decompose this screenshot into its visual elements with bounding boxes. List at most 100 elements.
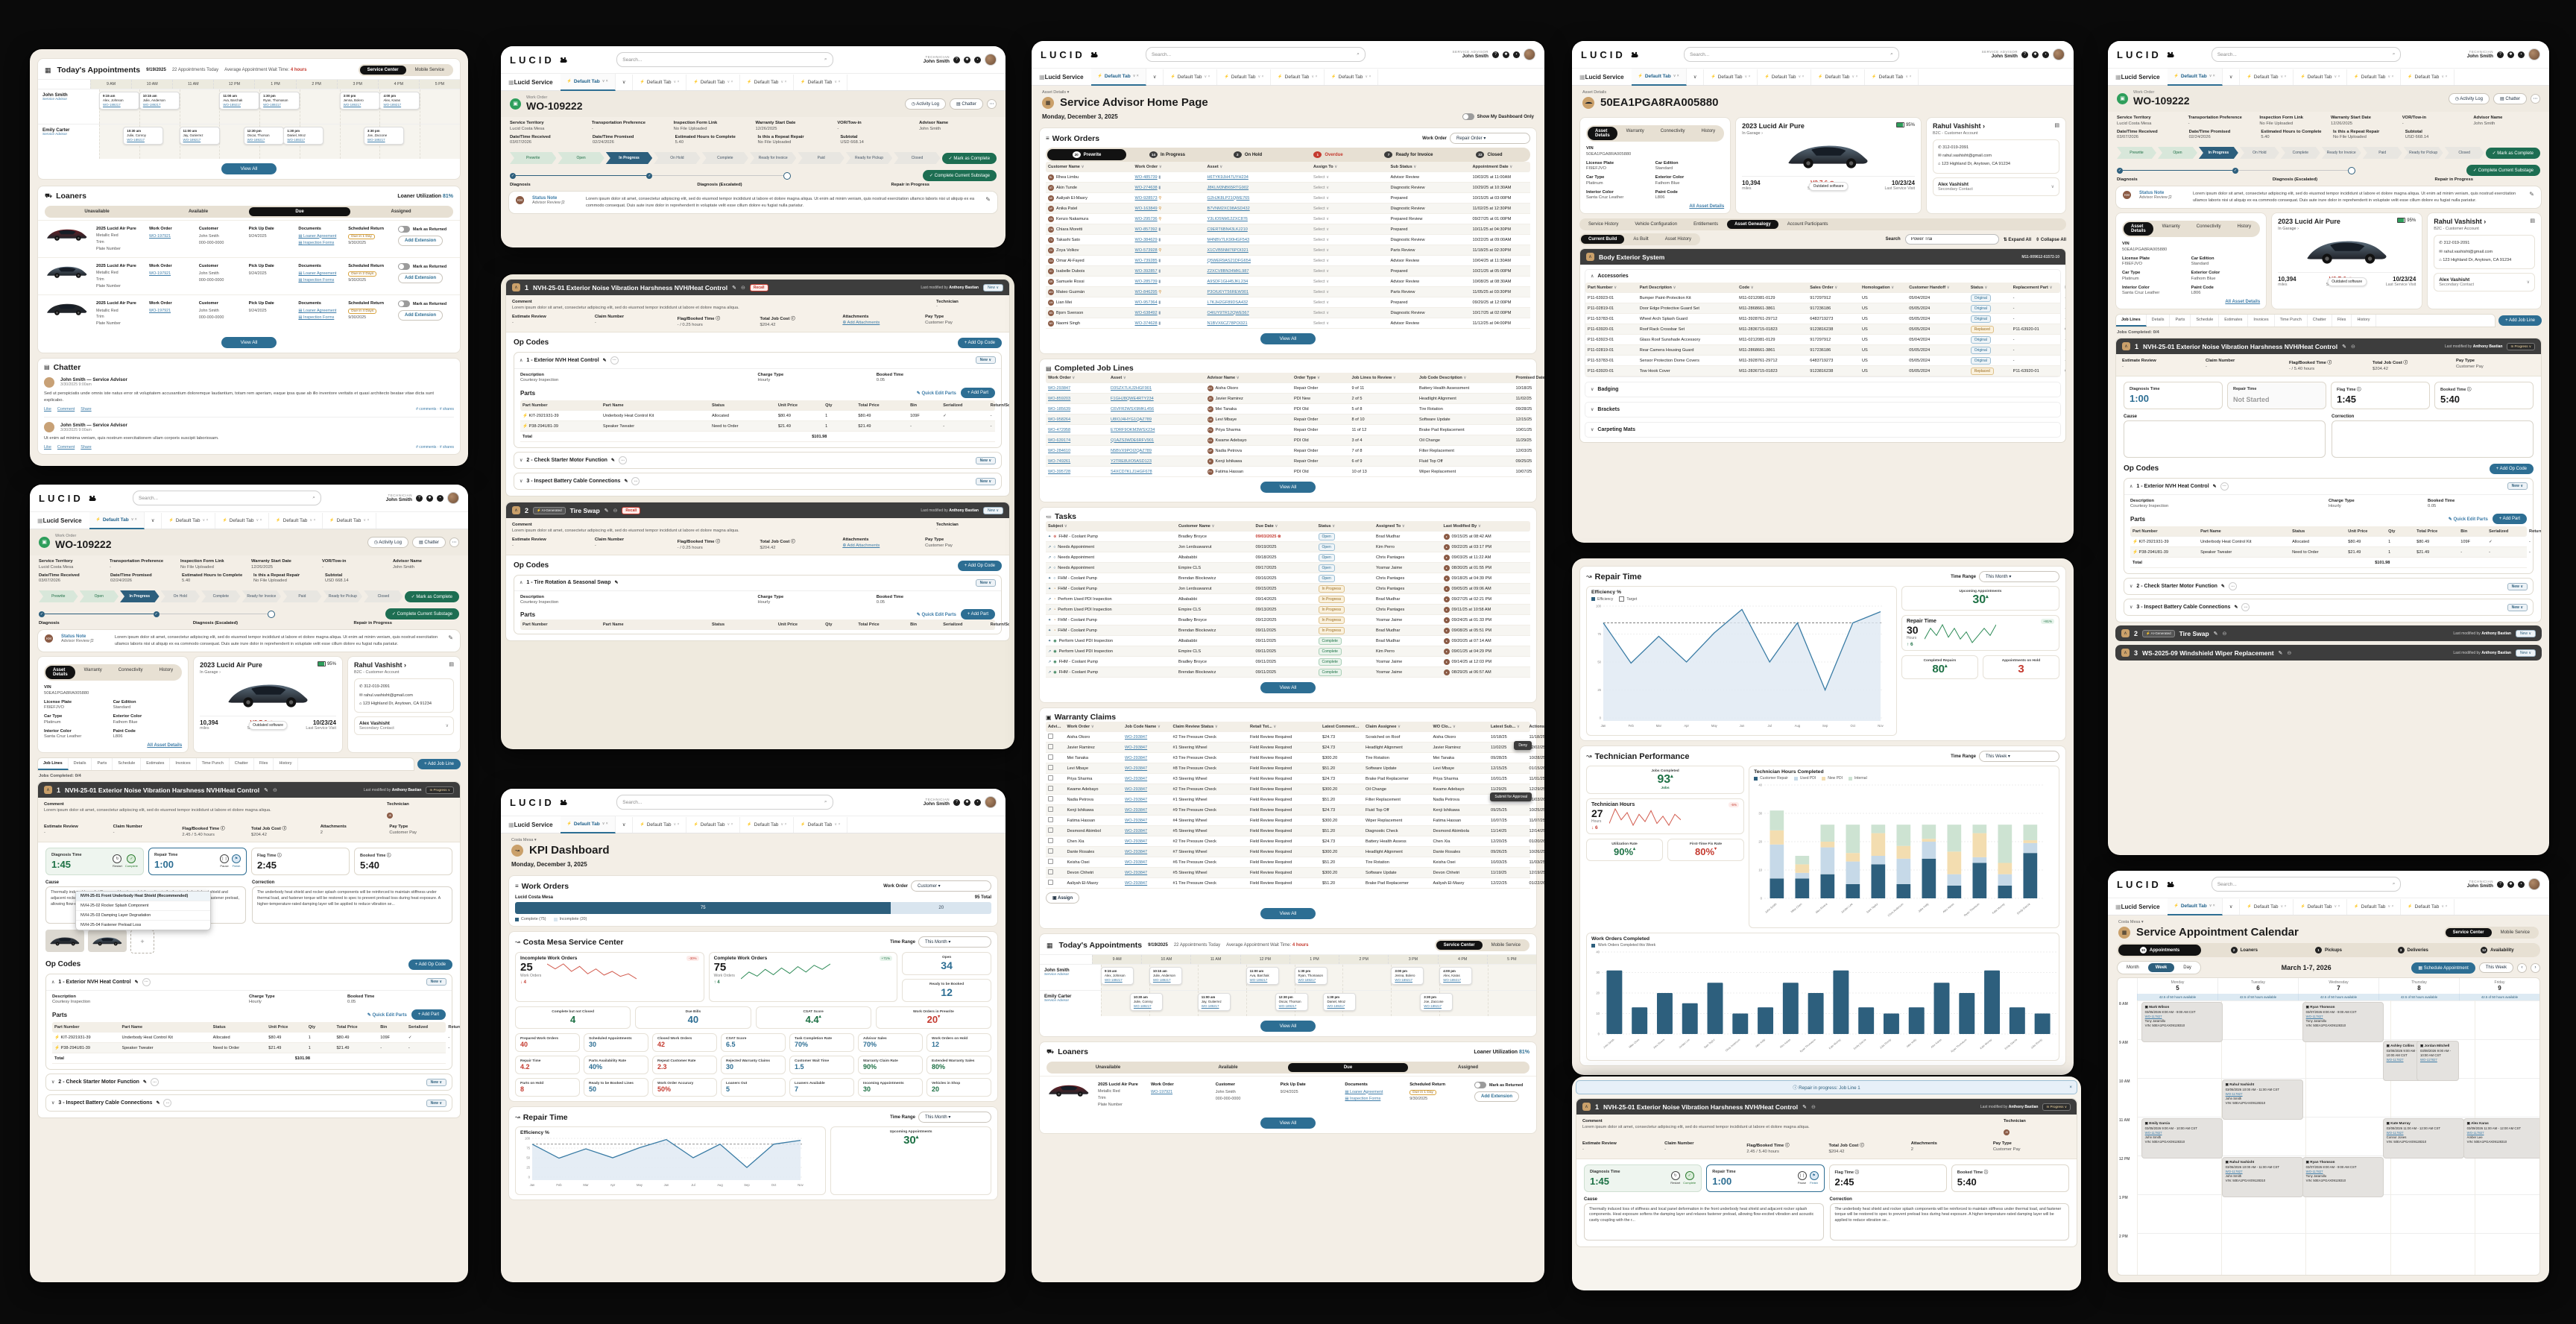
asset-tab-2[interactable]: Connectivity bbox=[2196, 224, 2221, 230]
genealogy-tab-1[interactable]: Vehicle Configuration bbox=[1635, 222, 1678, 227]
edit-icon[interactable]: ✎ bbox=[156, 1101, 160, 1106]
cell[interactable]: U8IOJ4HYG1QAZ789 bbox=[1111, 417, 1152, 422]
job-tab-2[interactable]: Parts bbox=[2170, 315, 2191, 327]
tab-default-3[interactable]: ⚡ Default Tab ∨ × bbox=[2347, 69, 2402, 85]
complete-substage-button[interactable]: ✓ Complete Current Substage bbox=[385, 608, 459, 620]
view-all-button[interactable]: View All bbox=[221, 336, 277, 348]
cell[interactable]: L7KJH2GF89DSA432 bbox=[1207, 300, 1248, 305]
tab-default-3[interactable]: ⚡ Default Tab ∨ × bbox=[740, 816, 795, 833]
this-week-button[interactable]: This Week bbox=[2478, 962, 2513, 973]
tab-default-4[interactable]: ⚡ Default Tab ∨ × bbox=[794, 816, 848, 833]
finish-button[interactable]: ⚑ Finish bbox=[232, 854, 241, 868]
gear-icon[interactable]: ✱ bbox=[2032, 51, 2039, 58]
cell[interactable]: G2HJK8LP21QWE765 bbox=[1207, 195, 1250, 201]
cell[interactable]: Select ∨ bbox=[1313, 216, 1330, 221]
edit-icon[interactable]: ✎ bbox=[602, 358, 607, 363]
tab-default-4[interactable]: ⚡ Default Tab ∨ × bbox=[1865, 69, 1919, 85]
row-checkbox[interactable] bbox=[1048, 817, 1053, 822]
appointment-chip[interactable]: 10:15 am Julie, Anderson WO-189217 bbox=[1149, 967, 1182, 986]
remove-icon[interactable]: ⊖ bbox=[613, 508, 618, 514]
row-checkbox[interactable] bbox=[1048, 765, 1053, 770]
cell[interactable]: C9ERT6BN43LKJ210 bbox=[1207, 227, 1248, 232]
repair-banner[interactable]: ⓘ Repair in progress: Job Line 1 × bbox=[1576, 1080, 2077, 1094]
global-search-input[interactable]: Search... ⌕ bbox=[2211, 47, 2402, 62]
stage-ready-for-invoice[interactable]: Ready for Invoice bbox=[242, 590, 282, 602]
app-launcher-icon[interactable]: ▦ bbox=[508, 821, 514, 828]
tab-default-1[interactable]: ⚡ Default Tab ∨ × bbox=[1164, 69, 1218, 85]
tab-default-2[interactable]: ⚡ Default Tab ∨ × bbox=[686, 816, 741, 833]
tab-default-1[interactable]: ⚡ Default Tab ∨ × bbox=[2240, 898, 2294, 915]
asset-tab-0[interactable]: Asset Details bbox=[2124, 222, 2153, 236]
tab-overflow[interactable]: ∨ bbox=[145, 512, 162, 529]
op-code-header[interactable]: ∧ 1 - Tire Rotation & Seasonal Swap ✎ New ∨ bbox=[514, 576, 1001, 590]
status-note-title[interactable]: Status Note bbox=[61, 634, 86, 639]
appointment-chip[interactable]: 10:30 am Julie, Conroy WO-189217 bbox=[123, 127, 164, 145]
add-job-line-button[interactable]: + Add Job Line bbox=[417, 759, 461, 770]
cell[interactable]: WO-293847 bbox=[1125, 870, 1148, 875]
chevron-down-icon[interactable]: ∨ bbox=[2051, 184, 2054, 189]
dropdown-option[interactable]: NVH-25-03 Damping Layer Degradation bbox=[76, 911, 210, 921]
cell[interactable]: WO-293847 bbox=[1125, 839, 1148, 844]
cell[interactable]: WO-293847 bbox=[1125, 766, 1148, 771]
chatter-button[interactable]: ▤ Chatter bbox=[411, 536, 446, 548]
cell[interactable]: Select ∨ bbox=[1313, 195, 1330, 201]
stage-ready-for-pickup[interactable]: Ready for Pickup bbox=[2404, 147, 2443, 159]
cell[interactable]: J8KLM3NB65RTG902 bbox=[1207, 185, 1249, 190]
global-search-input[interactable]: Search... ⌕ bbox=[616, 795, 833, 810]
advisor-role[interactable]: Service Advisor bbox=[42, 133, 68, 136]
job-tab-4[interactable]: Estimates bbox=[2219, 315, 2249, 327]
cell[interactable]: Z2XCV8BN34MKL987 bbox=[1207, 268, 1249, 274]
job-line-header[interactable]: ∧ 3 WS-2025-09 Windshield Wiper Replacemen… bbox=[2115, 645, 2542, 661]
cell[interactable]: H6TYK9JH47UYH234 bbox=[1207, 174, 1248, 180]
more-icon[interactable]: ⋯ bbox=[163, 1099, 172, 1108]
system-header[interactable]: ∧ Body Exterior System M11-009612-61572-10 bbox=[1580, 249, 2065, 265]
edit-icon[interactable]: ✎ bbox=[2278, 650, 2283, 656]
stage-open[interactable]: Open bbox=[558, 152, 604, 164]
share-link[interactable]: Share bbox=[80, 445, 92, 450]
cell[interactable]: Select ∨ bbox=[1313, 258, 1330, 263]
cell[interactable]: WO-293847 bbox=[1125, 807, 1148, 813]
job-tab-3[interactable]: Schedule bbox=[2191, 315, 2220, 327]
row-checkbox[interactable] bbox=[1048, 838, 1053, 843]
job-tab-0[interactable]: Job Lines bbox=[2116, 315, 2147, 327]
field-value[interactable]: 2 bbox=[320, 830, 323, 835]
substage-dot[interactable]: ✓ bbox=[2232, 167, 2238, 174]
toggle-switch[interactable] bbox=[1474, 1082, 1486, 1088]
toggle-switch[interactable] bbox=[1462, 113, 1474, 120]
add-photo-tile[interactable]: + bbox=[130, 929, 154, 953]
collapse-caret-icon[interactable]: ∧ bbox=[1586, 253, 1594, 261]
row-checkbox[interactable] bbox=[1048, 754, 1053, 760]
appointment-chip[interactable]: 12:30 pm Oscar, Thorson WO-189217 bbox=[243, 127, 284, 145]
appointment-chip[interactable]: 4:00 pm Alex, Karas WO-189217 bbox=[379, 92, 420, 110]
appointment-chip[interactable]: 10:30 am Julie, Conroy WO-189217 bbox=[1129, 993, 1163, 1012]
appointment-chip[interactable]: 9:15 am Alex, Johnson WO-189217 bbox=[99, 92, 139, 110]
asset-tab-3[interactable]: History bbox=[1701, 129, 1716, 133]
app-launcher-icon[interactable]: ▦ bbox=[37, 517, 43, 524]
asset-tab-1[interactable]: Warranty bbox=[1626, 129, 1644, 133]
cell[interactable]: Select ∨ bbox=[1313, 289, 1330, 294]
cell[interactable]: WO-957364 ▮ bbox=[1134, 300, 1161, 305]
cell[interactable]: N5BVX9POI2QAZ789 bbox=[1111, 448, 1152, 453]
pill-deliveries[interactable]: 3 Deliveries bbox=[2372, 945, 2455, 956]
contact-phone[interactable]: ✆ 312-019-2091 bbox=[1937, 145, 1969, 150]
calendar-event[interactable]: ▣ Ryan Thomson 03/07/2026 8:00 AM - 9:00 … bbox=[2302, 1002, 2384, 1042]
job-status-badge[interactable]: In Progress ∨ bbox=[426, 786, 454, 794]
tab-default-2[interactable]: ⚡ Default Tab ∨ × bbox=[686, 74, 741, 90]
add-extension-button[interactable]: Add Extension bbox=[397, 273, 443, 284]
job-photo[interactable] bbox=[45, 929, 84, 952]
restart-button[interactable]: ↻ Restart bbox=[113, 854, 122, 868]
cell[interactable]: Select ∨ bbox=[1313, 185, 1330, 190]
edit-icon[interactable]: ✎ bbox=[2213, 631, 2218, 637]
dropdown-option[interactable]: NVH-25-04 Fastener Preload Loss bbox=[80, 922, 142, 927]
mode-1[interactable]: Mobile Service bbox=[1491, 943, 1521, 948]
gear-icon[interactable]: ✱ bbox=[2507, 51, 2514, 58]
job-tab-8[interactable]: Files bbox=[2332, 315, 2352, 327]
collapse-caret-icon[interactable]: ∧ bbox=[2122, 342, 2130, 351]
expand-all[interactable]: ⇅ Expand All bbox=[2003, 237, 2032, 242]
cell[interactable]: Select ∨ bbox=[1313, 237, 1330, 242]
view-all-button[interactable]: View All bbox=[221, 163, 277, 174]
cell[interactable]: WO-295736 ⚲ bbox=[1134, 216, 1162, 221]
cell[interactable]: WO-472958 bbox=[1048, 427, 1071, 432]
view-month[interactable]: Month bbox=[2127, 965, 2139, 970]
job-status-badge[interactable]: New ∨ bbox=[2515, 629, 2536, 637]
